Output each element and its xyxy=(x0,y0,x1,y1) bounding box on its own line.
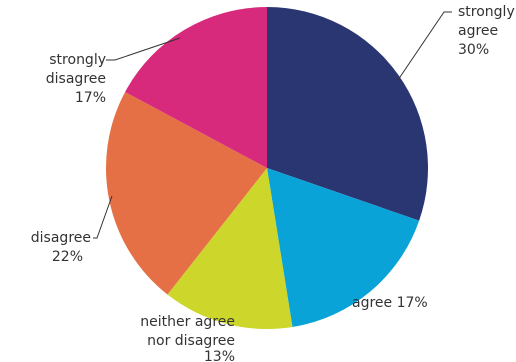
label-neither: neither agree nor disagree 13% xyxy=(140,314,235,362)
leader-line-strongly-disagree xyxy=(106,37,181,61)
leader-line-disagree xyxy=(93,195,113,239)
pie-slice-strongly-disagree xyxy=(125,7,267,168)
label-disagree-line-1: disagree xyxy=(31,230,91,246)
pie-slice-strongly-agree xyxy=(267,7,429,221)
label-strongly-agree: strongly agree 30% xyxy=(458,4,515,58)
label-neither-value: 13% xyxy=(204,349,235,362)
label-disagree: disagree 22% xyxy=(31,230,91,265)
label-strongly-disagree-line-2: disagree xyxy=(46,71,106,87)
label-neither-line-1: neither agree xyxy=(140,314,235,330)
label-neither-line-2: nor disagree xyxy=(147,333,235,349)
label-strongly-disagree-value: 17% xyxy=(75,90,106,106)
leader-line-strongly-agree xyxy=(397,11,452,81)
label-strongly-disagree-line-1: strongly xyxy=(49,52,106,68)
label-strongly-agree-line-2: agree xyxy=(458,23,498,39)
label-strongly-agree-line-1: strongly xyxy=(458,4,515,20)
pie-slice-agree xyxy=(267,168,420,327)
label-agree-text: agree 17% xyxy=(352,295,428,311)
pie-slice-disagree xyxy=(106,91,267,295)
label-strongly-agree-value: 30% xyxy=(458,42,489,58)
label-disagree-value: 22% xyxy=(52,249,83,265)
pie-slices xyxy=(106,7,429,330)
label-strongly-disagree: strongly disagree 17% xyxy=(46,52,106,106)
label-agree: agree 17% xyxy=(352,295,428,311)
pie-slice-neither-agree-nor-disagree xyxy=(167,168,293,330)
leader-lines xyxy=(93,11,452,239)
